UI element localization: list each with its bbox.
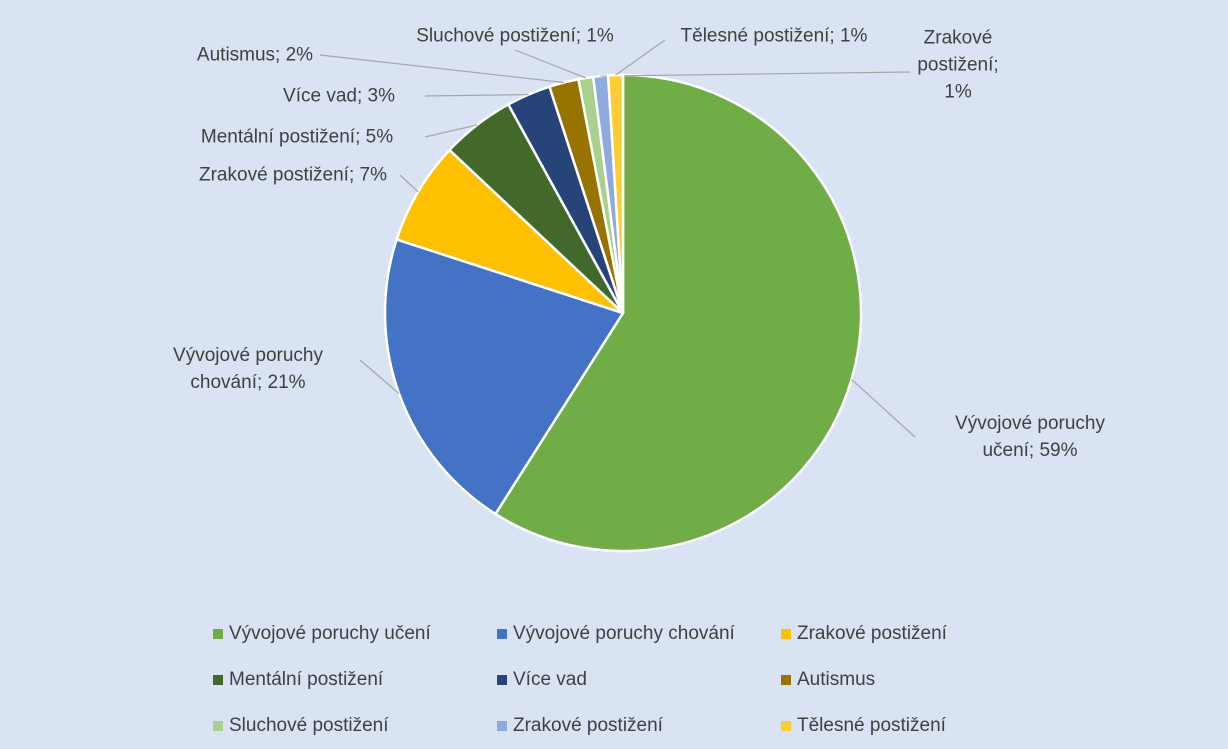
legend-label: Autismus (797, 669, 876, 690)
legend-entry: Zrakové postižení (497, 715, 663, 737)
legend-label: Více vad (513, 669, 587, 690)
legend-swatch (213, 629, 223, 639)
legend-label: Zrakové postižení (513, 715, 663, 736)
leader-line (600, 71, 911, 77)
leader-line (424, 124, 478, 138)
legend-entry: Sluchové postižení (213, 715, 389, 737)
legend-label: Vývojové poruchy učení (229, 623, 431, 644)
legend-swatch (497, 721, 507, 731)
legend-label: Zrakové postižení (797, 623, 947, 644)
leader-line (399, 174, 419, 193)
leader-line (359, 359, 400, 395)
pie-slice (493, 73, 863, 553)
legend-label: Mentální postižení (229, 669, 384, 690)
leader-line (424, 93, 529, 97)
legend-swatch (781, 675, 791, 685)
legend-entry: Zrakové postižení (781, 623, 947, 645)
legend-swatch (497, 629, 507, 639)
leader-line (319, 54, 564, 84)
legend-label: Sluchové postižení (229, 715, 389, 736)
legend-entry: Tělesné postižení (781, 715, 946, 737)
data-label: Více vad; 3% (283, 85, 395, 107)
data-label: Autismus; 2% (196, 44, 314, 66)
data-label: Mentální postižení; 5% (200, 126, 394, 148)
pie-slice (395, 148, 624, 315)
legend-entry: Autismus (781, 669, 875, 691)
legend-swatch (781, 721, 791, 731)
legend-entry: Vývojové poruchy učení (213, 623, 431, 645)
legend-swatch (497, 675, 507, 685)
pie-slice (383, 237, 625, 516)
data-label: Zrakové postižení; 7% (199, 164, 387, 186)
data-label: Vývojové poruchy chování; 21% (173, 345, 323, 393)
legend-swatch (781, 629, 791, 639)
leader-line (514, 49, 586, 79)
data-label: Tělesné postižení; 1% (680, 25, 868, 47)
leader-line (615, 39, 666, 76)
data-label: Sluchové postižení; 1% (416, 25, 614, 47)
legend-swatch (213, 721, 223, 731)
legend-entry: Vývojové poruchy chování (497, 623, 735, 645)
legend-label: Tělesné postižení (797, 715, 946, 736)
data-label: Zrakové postižení; 1% (917, 27, 999, 103)
data-label: Vývojové poruchy učení; 59% (955, 413, 1105, 461)
legend-swatch (213, 675, 223, 685)
legend-entry: Mentální postižení (213, 669, 383, 691)
leader-line (851, 378, 916, 438)
legend-entry: Více vad (497, 669, 587, 691)
legend-label: Vývojové poruchy chování (513, 623, 735, 644)
